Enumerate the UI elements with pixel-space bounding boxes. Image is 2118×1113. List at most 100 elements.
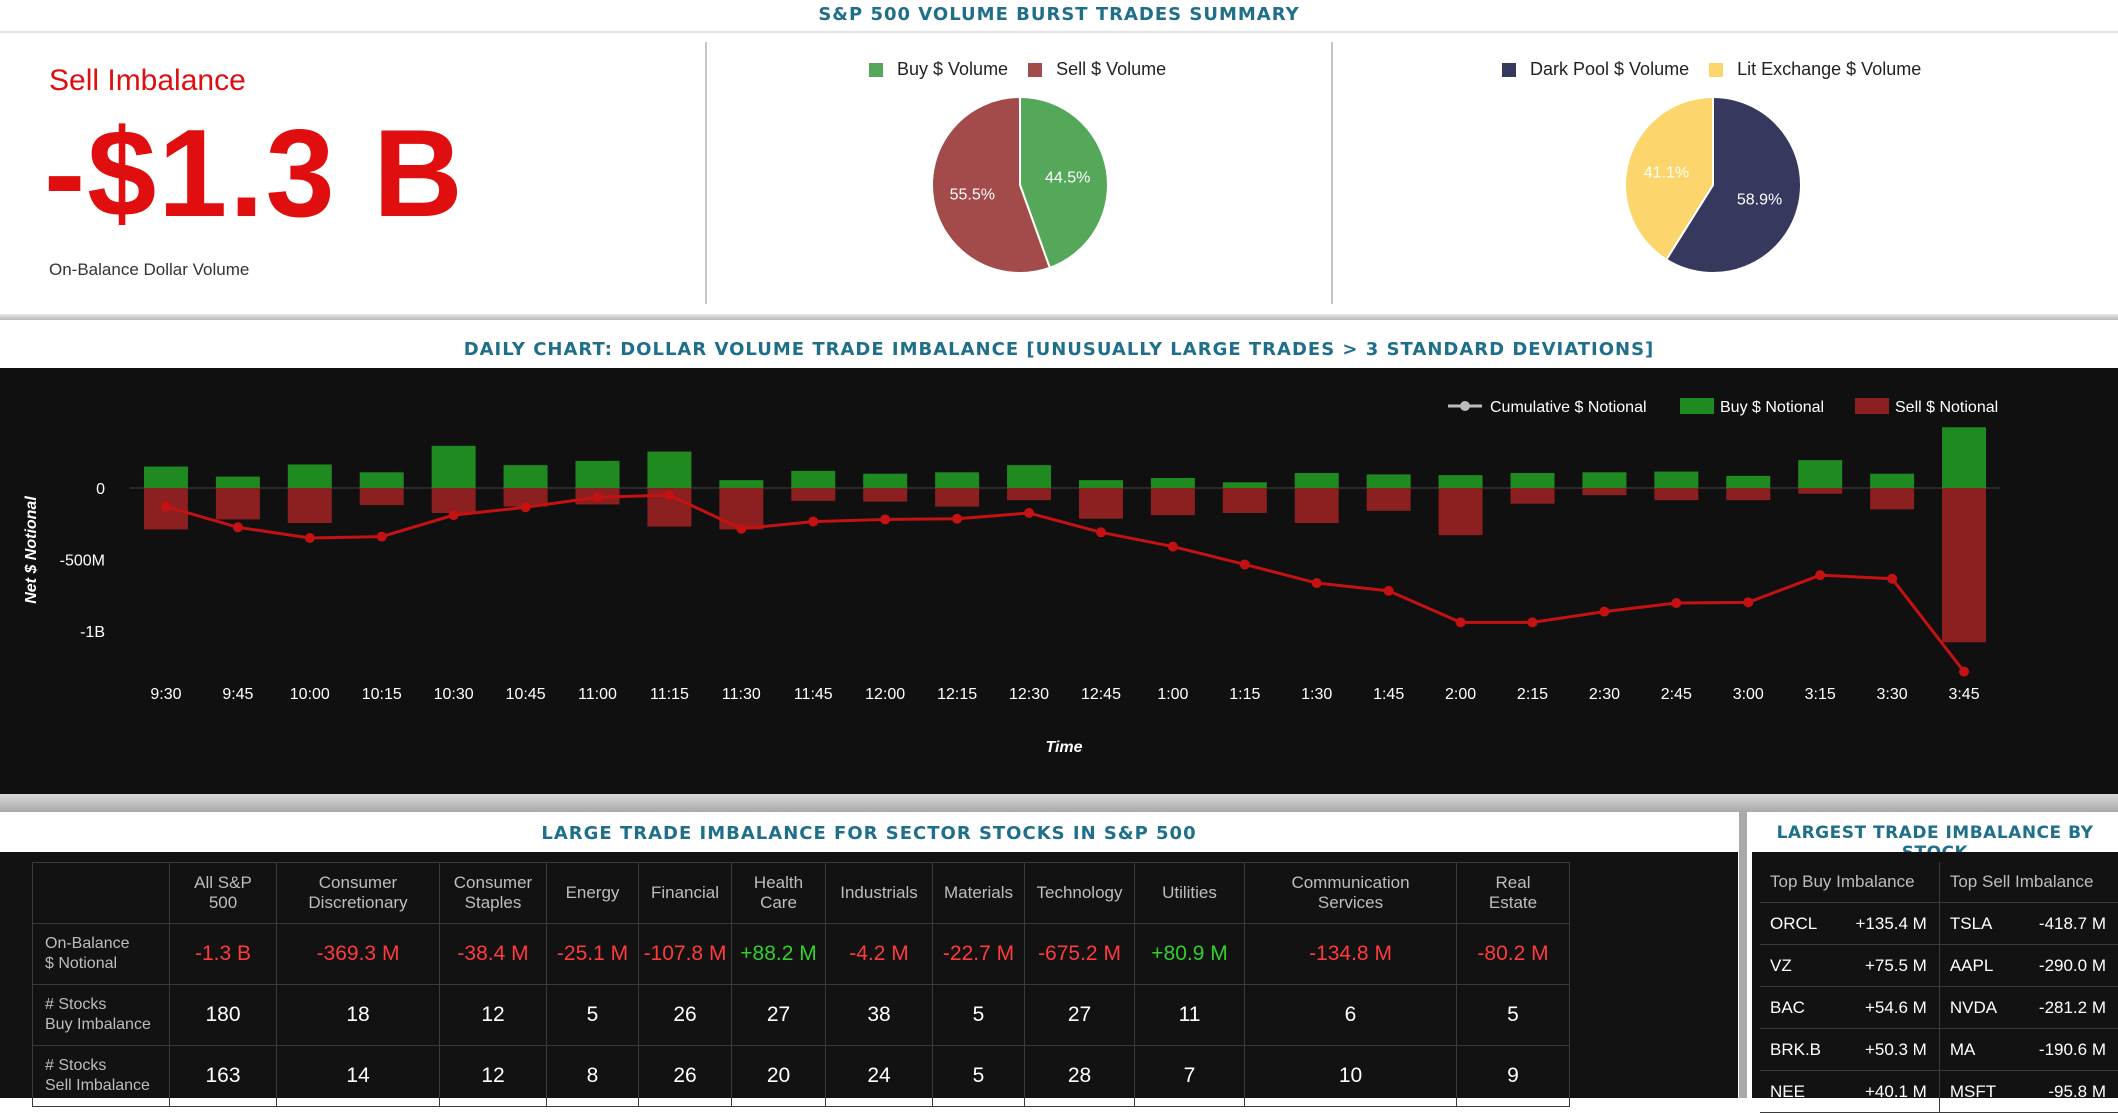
buy-bar[interactable] bbox=[1294, 472, 1339, 488]
cumulative-point[interactable] bbox=[1815, 570, 1826, 581]
column-header[interactable]: Industrials bbox=[825, 862, 933, 924]
sell-bar[interactable] bbox=[1078, 488, 1123, 519]
legend-item-sell-volume[interactable]: Sell $ Volume bbox=[1028, 59, 1166, 80]
sell-bar[interactable] bbox=[1366, 488, 1411, 511]
pie-slice[interactable] bbox=[1624, 95, 1714, 261]
cumulative-point[interactable] bbox=[592, 492, 603, 503]
cumulative-point[interactable] bbox=[520, 502, 531, 513]
buy-bar[interactable] bbox=[719, 480, 764, 488]
buy-bar[interactable] bbox=[143, 466, 188, 488]
cumulative-point[interactable] bbox=[1024, 508, 1035, 519]
sell-bar[interactable] bbox=[1726, 488, 1771, 501]
pie-slice[interactable] bbox=[931, 95, 1052, 274]
cumulative-point[interactable] bbox=[1239, 559, 1250, 570]
cumulative-point[interactable] bbox=[304, 533, 315, 544]
sell-bar[interactable] bbox=[791, 488, 836, 501]
buy-bar[interactable] bbox=[1654, 471, 1699, 488]
stock-ticker[interactable]: BRK.B bbox=[1760, 1028, 1831, 1071]
cumulative-point[interactable] bbox=[1311, 578, 1322, 589]
cumulative-point[interactable] bbox=[664, 490, 675, 501]
column-header[interactable]: Communication Services bbox=[1244, 862, 1457, 924]
cumulative-point[interactable] bbox=[1455, 617, 1466, 628]
sell-bar[interactable] bbox=[215, 488, 260, 520]
sell-bar[interactable] bbox=[287, 488, 332, 524]
buy-bar[interactable] bbox=[1222, 482, 1267, 488]
column-header[interactable]: Technology bbox=[1024, 862, 1135, 924]
sell-bar[interactable] bbox=[359, 488, 404, 506]
buy-bar[interactable] bbox=[1582, 472, 1627, 488]
stock-ticker[interactable]: AAPL bbox=[1938, 944, 2010, 987]
column-header[interactable]: Consumer Staples bbox=[439, 862, 547, 924]
buy-bar[interactable] bbox=[1366, 474, 1411, 488]
sell-bar[interactable] bbox=[1798, 488, 1843, 494]
buy-bar[interactable] bbox=[1438, 475, 1483, 488]
cumulative-point[interactable] bbox=[376, 531, 387, 542]
buy-bar[interactable] bbox=[1942, 427, 1987, 488]
cumulative-point[interactable] bbox=[1671, 598, 1682, 609]
column-header[interactable]: Health Care bbox=[731, 862, 826, 924]
column-header[interactable]: Top Buy Imbalance bbox=[1760, 862, 1940, 903]
column-header[interactable]: Financial bbox=[638, 862, 732, 924]
legend-item-sell[interactable]: Sell $ Notional bbox=[1895, 399, 1998, 416]
column-header[interactable]: Utilities bbox=[1134, 862, 1245, 924]
buy-bar[interactable] bbox=[575, 460, 620, 488]
stock-ticker[interactable]: MA bbox=[1938, 1028, 2010, 1071]
column-header[interactable]: Top Sell Imbalance bbox=[1938, 862, 2118, 903]
legend-item-buy-volume[interactable]: Buy $ Volume bbox=[869, 59, 1008, 80]
sell-bar[interactable] bbox=[719, 488, 764, 530]
sell-bar[interactable] bbox=[1510, 488, 1555, 504]
sell-bar[interactable] bbox=[503, 488, 548, 507]
buy-bar[interactable] bbox=[359, 472, 404, 488]
buy-bar[interactable] bbox=[1726, 475, 1771, 488]
table-row[interactable]: BRK.B +50.3 M MA -190.6 M bbox=[1760, 1028, 2118, 1071]
stock-ticker[interactable]: ORCL bbox=[1760, 902, 1831, 945]
sell-bar[interactable] bbox=[935, 488, 980, 507]
column-header[interactable]: Materials bbox=[932, 862, 1025, 924]
buy-bar[interactable] bbox=[215, 476, 260, 488]
sell-bar[interactable] bbox=[1294, 488, 1339, 524]
cumulative-point[interactable] bbox=[736, 523, 747, 534]
buy-bar[interactable] bbox=[1870, 473, 1915, 488]
stock-ticker[interactable]: NVDA bbox=[1938, 986, 2010, 1029]
cumulative-point[interactable] bbox=[232, 522, 243, 533]
buy-bar[interactable] bbox=[1798, 460, 1843, 488]
pie-slice[interactable] bbox=[1664, 95, 1802, 274]
sell-bar[interactable] bbox=[1007, 488, 1052, 501]
table-row[interactable]: NEE +40.1 M MSFT -95.8 M bbox=[1760, 1070, 2118, 1113]
buy-bar[interactable] bbox=[935, 472, 980, 488]
cumulative-point[interactable] bbox=[1167, 541, 1178, 552]
legend-item-dark-pool[interactable]: Dark Pool $ Volume bbox=[1502, 59, 1689, 80]
buy-bar[interactable] bbox=[1150, 477, 1195, 488]
cumulative-point[interactable] bbox=[808, 516, 819, 527]
buy-bar[interactable] bbox=[863, 473, 908, 488]
cumulative-point[interactable] bbox=[880, 514, 891, 525]
pie-slice[interactable] bbox=[1019, 95, 1110, 270]
stock-ticker[interactable]: MSFT bbox=[1938, 1070, 2010, 1113]
column-header[interactable]: All S&P 500 bbox=[169, 862, 277, 924]
legend-item-lit-exchange[interactable]: Lit Exchange $ Volume bbox=[1709, 59, 1921, 80]
sell-bar[interactable] bbox=[1654, 488, 1699, 501]
cumulative-point[interactable] bbox=[1527, 617, 1538, 628]
cumulative-point[interactable] bbox=[1599, 606, 1610, 617]
table-row[interactable]: ORCL +135.4 M TSLA -418.7 M bbox=[1760, 902, 2118, 945]
buy-bar[interactable] bbox=[431, 445, 476, 488]
buy-bar[interactable] bbox=[1510, 472, 1555, 488]
column-header[interactable]: Energy bbox=[546, 862, 639, 924]
buy-bar[interactable] bbox=[503, 465, 548, 488]
cumulative-point[interactable] bbox=[1743, 597, 1754, 608]
stock-ticker[interactable]: BAC bbox=[1760, 986, 1831, 1029]
stock-ticker[interactable]: TSLA bbox=[1938, 902, 2010, 945]
buy-bar[interactable] bbox=[1078, 480, 1123, 488]
cumulative-point[interactable] bbox=[1383, 585, 1394, 596]
cumulative-point[interactable] bbox=[1887, 573, 1898, 584]
sell-bar[interactable] bbox=[863, 488, 908, 502]
sell-bar[interactable] bbox=[1942, 488, 1987, 643]
legend-item-buy[interactable]: Buy $ Notional bbox=[1720, 399, 1824, 416]
stock-ticker[interactable]: VZ bbox=[1760, 944, 1831, 987]
cumulative-point[interactable] bbox=[1959, 666, 1970, 677]
stock-ticker[interactable]: NEE bbox=[1760, 1070, 1831, 1113]
sell-bar[interactable] bbox=[1582, 488, 1627, 496]
cumulative-point[interactable] bbox=[952, 513, 963, 524]
legend-item-cumulative[interactable]: Cumulative $ Notional bbox=[1490, 399, 1647, 416]
column-header[interactable]: Real Estate bbox=[1456, 862, 1570, 924]
